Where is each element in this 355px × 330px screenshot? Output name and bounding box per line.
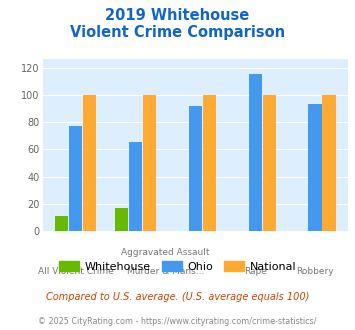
Text: Robbery: Robbery bbox=[296, 267, 334, 276]
Bar bbox=[83, 95, 96, 231]
Text: All Violent Crime: All Violent Crime bbox=[38, 267, 113, 276]
Text: © 2025 CityRating.com - https://www.cityrating.com/crime-statistics/: © 2025 CityRating.com - https://www.city… bbox=[38, 317, 317, 326]
Bar bbox=[115, 208, 128, 231]
Bar bbox=[189, 106, 202, 231]
Bar bbox=[129, 143, 142, 231]
Text: Compared to U.S. average. (U.S. average equals 100): Compared to U.S. average. (U.S. average … bbox=[46, 292, 309, 302]
Text: Murder & Mans...: Murder & Mans... bbox=[127, 267, 204, 276]
Bar bbox=[248, 74, 262, 231]
Bar bbox=[322, 95, 335, 231]
Bar bbox=[69, 126, 82, 231]
Bar bbox=[263, 95, 276, 231]
Text: Rape: Rape bbox=[244, 267, 267, 276]
Bar bbox=[203, 95, 216, 231]
Text: Aggravated Assault: Aggravated Assault bbox=[121, 248, 209, 257]
Bar bbox=[55, 216, 68, 231]
Text: 2019 Whitehouse: 2019 Whitehouse bbox=[105, 8, 250, 23]
Legend: Whitehouse, Ohio, National: Whitehouse, Ohio, National bbox=[54, 256, 301, 276]
Text: Violent Crime Comparison: Violent Crime Comparison bbox=[70, 25, 285, 40]
Bar bbox=[143, 95, 156, 231]
Bar bbox=[308, 104, 322, 231]
